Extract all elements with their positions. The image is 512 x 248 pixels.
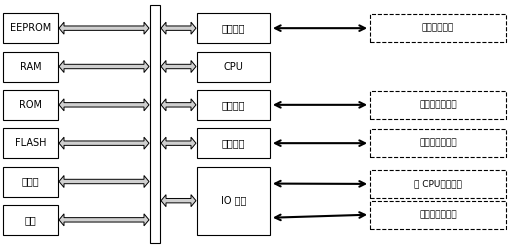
Text: 面板信号: 面板信号 xyxy=(222,23,245,33)
Polygon shape xyxy=(59,22,149,34)
Bar xyxy=(3,13,58,43)
Bar xyxy=(3,90,58,120)
Text: 至 CPU、控制等: 至 CPU、控制等 xyxy=(414,179,462,188)
Text: IO 接口: IO 接口 xyxy=(221,196,246,206)
Bar xyxy=(370,170,506,198)
Text: 键盘: 键盘 xyxy=(25,215,36,225)
Bar xyxy=(370,201,506,229)
Text: EEPROM: EEPROM xyxy=(10,23,51,33)
Bar xyxy=(3,205,58,235)
Bar xyxy=(3,52,58,82)
Polygon shape xyxy=(59,61,149,72)
Text: 显示装置状态: 显示装置状态 xyxy=(422,24,454,33)
Text: ROM: ROM xyxy=(19,100,42,110)
Polygon shape xyxy=(59,176,149,187)
Polygon shape xyxy=(161,137,196,149)
Polygon shape xyxy=(59,137,149,149)
Text: 显示屏: 显示屏 xyxy=(22,177,39,186)
Text: 与测控单元通信: 与测控单元通信 xyxy=(419,100,457,109)
Bar xyxy=(197,52,270,82)
Bar xyxy=(3,128,58,158)
Bar xyxy=(197,13,270,43)
Text: 连接站内以太网: 连接站内以太网 xyxy=(419,139,457,148)
Polygon shape xyxy=(161,61,196,72)
Text: CPU: CPU xyxy=(224,62,243,71)
Text: 网络接口: 网络接口 xyxy=(222,138,245,148)
Polygon shape xyxy=(59,214,149,226)
Bar xyxy=(150,5,160,243)
Polygon shape xyxy=(161,22,196,34)
Bar xyxy=(3,166,58,196)
Bar xyxy=(197,128,270,158)
Polygon shape xyxy=(161,195,196,207)
Polygon shape xyxy=(161,99,196,111)
Bar xyxy=(370,129,506,157)
Text: 串行接口: 串行接口 xyxy=(222,100,245,110)
Text: 信号、告警输出: 信号、告警输出 xyxy=(419,210,457,219)
Bar xyxy=(370,14,506,42)
Bar xyxy=(370,91,506,119)
Polygon shape xyxy=(59,99,149,111)
Bar xyxy=(197,166,270,235)
Bar xyxy=(197,90,270,120)
Text: RAM: RAM xyxy=(19,62,41,71)
Text: FLASH: FLASH xyxy=(15,138,46,148)
